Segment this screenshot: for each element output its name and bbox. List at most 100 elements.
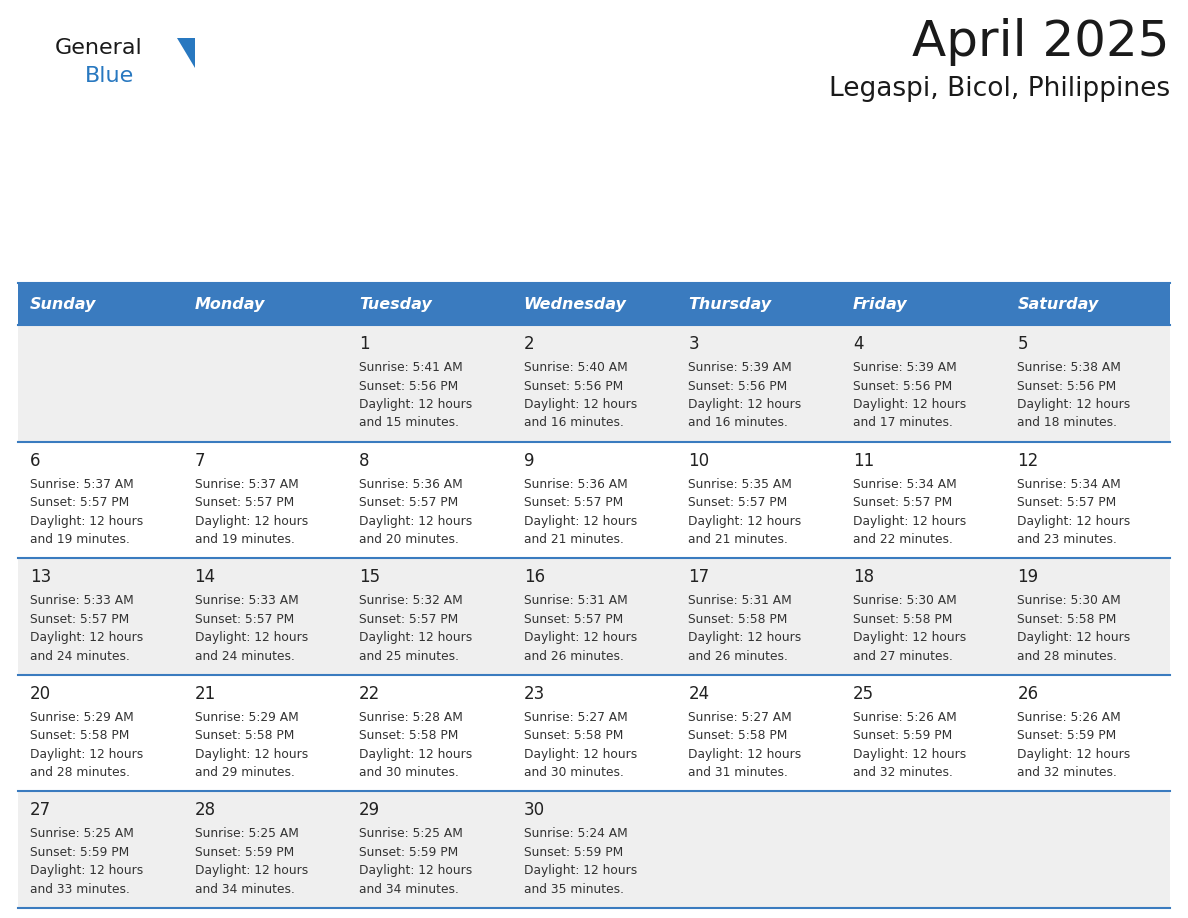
Text: Sunrise: 5:29 AM: Sunrise: 5:29 AM (30, 711, 134, 723)
Text: Sunset: 5:59 PM: Sunset: 5:59 PM (30, 845, 129, 859)
Text: 30: 30 (524, 801, 545, 820)
Text: and 33 minutes.: and 33 minutes. (30, 883, 129, 896)
Text: and 34 minutes.: and 34 minutes. (359, 883, 459, 896)
Text: Sunset: 5:58 PM: Sunset: 5:58 PM (30, 729, 129, 743)
Text: Daylight: 12 hours: Daylight: 12 hours (853, 515, 966, 528)
Bar (18, 791, 1170, 908)
Text: Sunrise: 5:36 AM: Sunrise: 5:36 AM (359, 477, 463, 490)
Text: Sunset: 5:56 PM: Sunset: 5:56 PM (853, 379, 952, 393)
Text: Sunset: 5:58 PM: Sunset: 5:58 PM (688, 612, 788, 626)
Text: Sunset: 5:58 PM: Sunset: 5:58 PM (853, 612, 953, 626)
Text: Sunrise: 5:39 AM: Sunrise: 5:39 AM (688, 361, 792, 374)
Text: Sunset: 5:57 PM: Sunset: 5:57 PM (195, 496, 293, 509)
Text: 1: 1 (359, 335, 369, 353)
Text: Daylight: 12 hours: Daylight: 12 hours (1017, 748, 1131, 761)
Text: and 34 minutes.: and 34 minutes. (195, 883, 295, 896)
Text: Daylight: 12 hours: Daylight: 12 hours (195, 632, 308, 644)
Text: Sunrise: 5:40 AM: Sunrise: 5:40 AM (524, 361, 627, 374)
Text: Sunset: 5:56 PM: Sunset: 5:56 PM (359, 379, 459, 393)
Text: Daylight: 12 hours: Daylight: 12 hours (853, 632, 966, 644)
Text: Thursday: Thursday (688, 297, 771, 311)
Text: Sunrise: 5:33 AM: Sunrise: 5:33 AM (30, 594, 134, 607)
Text: 18: 18 (853, 568, 874, 587)
Text: Sunrise: 5:30 AM: Sunrise: 5:30 AM (853, 594, 956, 607)
Text: and 16 minutes.: and 16 minutes. (524, 417, 624, 430)
Text: 5: 5 (1017, 335, 1028, 353)
Text: Daylight: 12 hours: Daylight: 12 hours (853, 748, 966, 761)
Text: Daylight: 12 hours: Daylight: 12 hours (30, 515, 144, 528)
Text: Sunrise: 5:26 AM: Sunrise: 5:26 AM (853, 711, 956, 723)
Text: Sunrise: 5:32 AM: Sunrise: 5:32 AM (359, 594, 463, 607)
Text: Sunset: 5:59 PM: Sunset: 5:59 PM (359, 845, 459, 859)
Text: Sunset: 5:56 PM: Sunset: 5:56 PM (1017, 379, 1117, 393)
Text: and 25 minutes.: and 25 minutes. (359, 650, 459, 663)
Text: Daylight: 12 hours: Daylight: 12 hours (359, 748, 473, 761)
Text: 10: 10 (688, 452, 709, 470)
Text: 24: 24 (688, 685, 709, 703)
Text: and 30 minutes.: and 30 minutes. (524, 767, 624, 779)
Text: Sunset: 5:58 PM: Sunset: 5:58 PM (1017, 612, 1117, 626)
Text: Sunrise: 5:29 AM: Sunrise: 5:29 AM (195, 711, 298, 723)
Text: 23: 23 (524, 685, 545, 703)
Text: Sunrise: 5:31 AM: Sunrise: 5:31 AM (688, 594, 792, 607)
Text: and 28 minutes.: and 28 minutes. (1017, 650, 1118, 663)
Text: Daylight: 12 hours: Daylight: 12 hours (30, 865, 144, 878)
Text: Daylight: 12 hours: Daylight: 12 hours (524, 515, 637, 528)
Bar (18, 558, 1170, 675)
Text: and 18 minutes.: and 18 minutes. (1017, 417, 1118, 430)
Text: and 32 minutes.: and 32 minutes. (1017, 767, 1117, 779)
Text: 15: 15 (359, 568, 380, 587)
Text: Sunset: 5:56 PM: Sunset: 5:56 PM (688, 379, 788, 393)
Text: Tuesday: Tuesday (359, 297, 432, 311)
Text: Daylight: 12 hours: Daylight: 12 hours (359, 398, 473, 411)
Text: Sunrise: 5:25 AM: Sunrise: 5:25 AM (195, 827, 298, 840)
Text: and 23 minutes.: and 23 minutes. (1017, 533, 1117, 546)
Text: 29: 29 (359, 801, 380, 820)
Text: Daylight: 12 hours: Daylight: 12 hours (30, 632, 144, 644)
Text: Sunrise: 5:31 AM: Sunrise: 5:31 AM (524, 594, 627, 607)
Text: 28: 28 (195, 801, 216, 820)
Text: 8: 8 (359, 452, 369, 470)
Text: 14: 14 (195, 568, 216, 587)
Text: 27: 27 (30, 801, 51, 820)
Text: Saturday: Saturday (1017, 297, 1099, 311)
Text: Daylight: 12 hours: Daylight: 12 hours (359, 515, 473, 528)
Text: Daylight: 12 hours: Daylight: 12 hours (688, 515, 802, 528)
Text: Sunrise: 5:30 AM: Sunrise: 5:30 AM (1017, 594, 1121, 607)
Text: 6: 6 (30, 452, 40, 470)
Text: Daylight: 12 hours: Daylight: 12 hours (195, 515, 308, 528)
Text: Sunrise: 5:34 AM: Sunrise: 5:34 AM (1017, 477, 1121, 490)
Text: Daylight: 12 hours: Daylight: 12 hours (1017, 632, 1131, 644)
Polygon shape (177, 38, 195, 68)
Text: 7: 7 (195, 452, 206, 470)
Text: Sunrise: 5:28 AM: Sunrise: 5:28 AM (359, 711, 463, 723)
Text: Daylight: 12 hours: Daylight: 12 hours (1017, 515, 1131, 528)
Text: and 21 minutes.: and 21 minutes. (688, 533, 788, 546)
Text: and 31 minutes.: and 31 minutes. (688, 767, 788, 779)
Text: Sunrise: 5:38 AM: Sunrise: 5:38 AM (1017, 361, 1121, 374)
Text: Sunset: 5:57 PM: Sunset: 5:57 PM (30, 496, 129, 509)
Text: Sunset: 5:58 PM: Sunset: 5:58 PM (359, 729, 459, 743)
Text: Daylight: 12 hours: Daylight: 12 hours (853, 398, 966, 411)
Text: 19: 19 (1017, 568, 1038, 587)
Text: 21: 21 (195, 685, 216, 703)
Text: and 17 minutes.: and 17 minutes. (853, 417, 953, 430)
Text: Sunday: Sunday (30, 297, 96, 311)
Text: 13: 13 (30, 568, 51, 587)
Text: and 28 minutes.: and 28 minutes. (30, 767, 129, 779)
Text: Sunset: 5:59 PM: Sunset: 5:59 PM (1017, 729, 1117, 743)
Bar (18, 442, 1170, 558)
Text: Friday: Friday (853, 297, 908, 311)
Text: Sunset: 5:57 PM: Sunset: 5:57 PM (195, 612, 293, 626)
Text: Daylight: 12 hours: Daylight: 12 hours (524, 398, 637, 411)
Text: 20: 20 (30, 685, 51, 703)
Text: Sunset: 5:58 PM: Sunset: 5:58 PM (688, 729, 788, 743)
Text: 12: 12 (1017, 452, 1038, 470)
Text: 16: 16 (524, 568, 545, 587)
Text: Sunrise: 5:35 AM: Sunrise: 5:35 AM (688, 477, 792, 490)
Bar (18, 283, 1170, 325)
Text: and 24 minutes.: and 24 minutes. (30, 650, 129, 663)
Bar (18, 325, 1170, 442)
Text: Sunrise: 5:24 AM: Sunrise: 5:24 AM (524, 827, 627, 840)
Text: Sunrise: 5:25 AM: Sunrise: 5:25 AM (30, 827, 134, 840)
